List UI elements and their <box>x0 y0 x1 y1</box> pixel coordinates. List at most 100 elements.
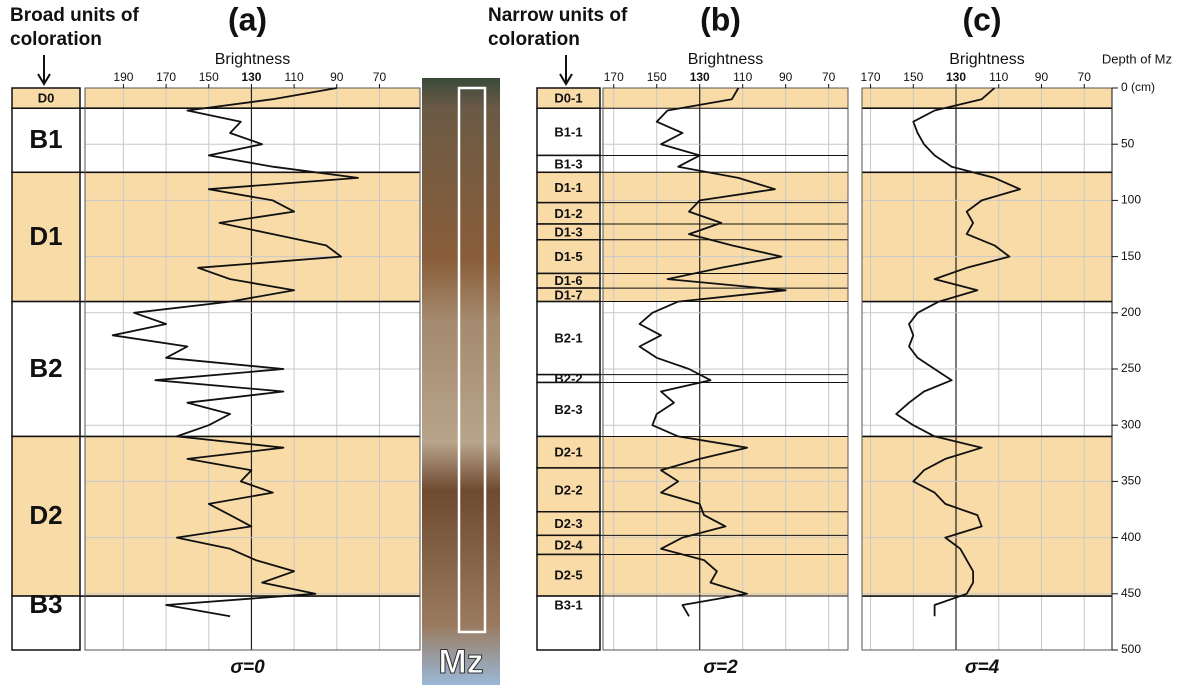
x-tick-label: 70 <box>822 70 836 84</box>
unit-label: D1-7 <box>554 287 582 302</box>
unit-band <box>603 224 848 240</box>
brightness-line <box>895 87 1021 617</box>
unit-label: D1 <box>29 221 62 251</box>
unit-label: D1-2 <box>554 206 582 221</box>
x-tick-label: 70 <box>373 70 387 84</box>
photo-label: Mz <box>438 643 483 681</box>
y-tick-label: 500 <box>1121 642 1141 656</box>
x-tick-label: 90 <box>330 70 344 84</box>
unit-label: B1-3 <box>554 156 582 171</box>
unit-label: D0-1 <box>554 91 582 106</box>
x-tick-label: 190 <box>113 70 133 84</box>
y-tick-label: 150 <box>1121 249 1141 263</box>
unit-label: D2-2 <box>554 482 582 497</box>
unit-band <box>85 436 420 597</box>
x-tick-label: 150 <box>647 70 667 84</box>
header-line: Narrow units of <box>488 5 628 26</box>
x-tick-label: 130 <box>946 70 966 84</box>
unit-cell <box>11 107 81 174</box>
unit-cell <box>536 467 601 513</box>
sigma-label: σ=2 <box>703 657 738 678</box>
unit-label: D2-5 <box>554 568 582 583</box>
x-tick-label: 170 <box>156 70 176 84</box>
x-tick-label: 70 <box>1078 70 1092 84</box>
unit-band <box>603 467 848 512</box>
unit-label: D1-6 <box>554 273 582 288</box>
y-tick-label: 0 (cm) <box>1121 80 1155 94</box>
unit-label: B3-1 <box>554 597 582 612</box>
unit-band <box>85 172 420 302</box>
unit-band <box>862 172 1112 302</box>
x-tick-label: 150 <box>903 70 923 84</box>
unit-label: D1-3 <box>554 224 582 239</box>
unit-cell <box>536 300 601 376</box>
x-tick-label: 130 <box>690 70 710 84</box>
y-tick-label: 400 <box>1121 530 1141 544</box>
unit-band <box>862 88 1112 109</box>
depth-axis-title: Depth of Mz <box>1102 51 1172 66</box>
y-tick-label: 100 <box>1121 193 1141 207</box>
plot-frame <box>84 87 421 651</box>
y-tick-label: 250 <box>1121 361 1141 375</box>
brightness-line <box>111 87 359 618</box>
unit-cell <box>11 171 81 303</box>
x-tick-label: 150 <box>199 70 219 84</box>
header-line: coloration <box>488 29 580 50</box>
unit-band <box>85 88 420 109</box>
x-tick-label: 170 <box>861 70 881 84</box>
unit-band <box>603 172 848 203</box>
unit-label: B2 <box>29 353 62 383</box>
unit-label: D2-4 <box>554 537 583 552</box>
sample-outline <box>457 86 487 634</box>
unit-cell <box>536 553 601 597</box>
unit-band <box>603 554 848 597</box>
header-line: coloration <box>10 29 102 50</box>
unit-band <box>603 535 848 555</box>
unit-label: D2 <box>29 500 62 530</box>
x-tick-label: 130 <box>241 70 261 84</box>
unit-label: D0 <box>38 91 55 106</box>
unit-band <box>603 273 848 289</box>
x-tick-label: 110 <box>989 70 1008 84</box>
x-axis-title: Brightness <box>215 51 291 68</box>
y-tick-label: 200 <box>1121 305 1141 319</box>
sigma-label: σ=0 <box>230 657 265 678</box>
unit-band <box>603 202 848 225</box>
unit-band <box>603 88 848 109</box>
x-axis-title: Brightness <box>688 51 764 68</box>
plot-frame <box>602 87 849 651</box>
header-line: Broad units of <box>10 5 139 26</box>
unit-band <box>862 436 1112 597</box>
headers: Broad units of coloration Narrow units o… <box>10 5 1172 685</box>
arrow <box>559 55 573 86</box>
unit-label: D1-1 <box>554 180 582 195</box>
x-axis-title: Brightness <box>949 51 1025 68</box>
unit-label: D2-1 <box>554 445 582 460</box>
unit-band <box>603 288 848 302</box>
y-tick-label: 350 <box>1121 474 1141 488</box>
unit-label: D1-5 <box>554 249 582 264</box>
panel-title: (b) <box>700 1 741 37</box>
x-tick-label: 90 <box>779 70 793 84</box>
unit-label: B1-1 <box>554 124 582 139</box>
brightness-line <box>638 87 787 617</box>
unit-cell <box>536 381 601 438</box>
x-tick-label: 170 <box>604 70 624 84</box>
arrow <box>37 55 51 86</box>
panel-title: (a) <box>228 1 267 37</box>
y-tick-label: 300 <box>1121 417 1141 431</box>
unit-cell <box>11 595 81 651</box>
y-tick-label: 50 <box>1121 136 1135 150</box>
unit-cell <box>11 435 81 597</box>
soil-photo <box>422 78 500 685</box>
sigma-label: σ=4 <box>965 657 1000 678</box>
unit-cell <box>536 435 601 469</box>
unit-label: B1 <box>29 124 62 154</box>
unit-label: D2-3 <box>554 516 582 531</box>
unit-cell <box>11 300 81 438</box>
unit-cell <box>536 238 601 275</box>
y-tick-label: 450 <box>1121 586 1141 600</box>
x-tick-label: 110 <box>285 70 304 84</box>
unit-label: B3 <box>29 589 62 619</box>
